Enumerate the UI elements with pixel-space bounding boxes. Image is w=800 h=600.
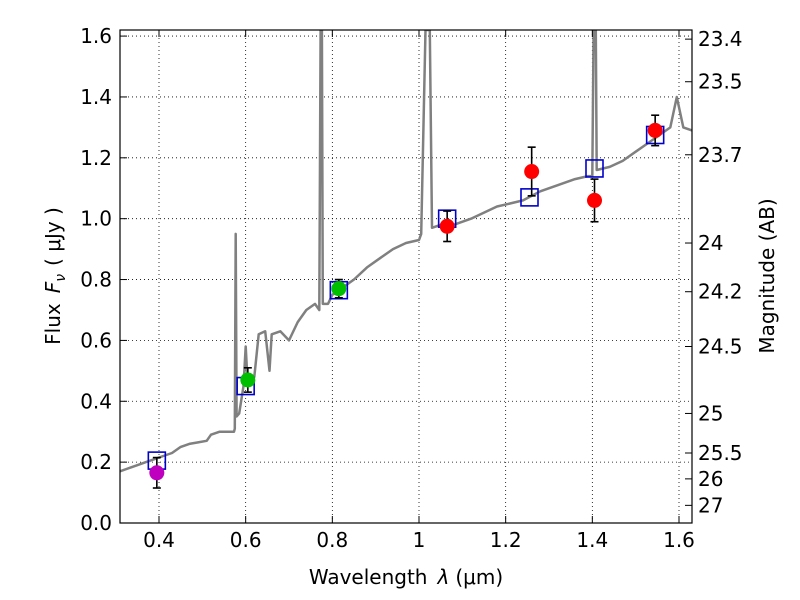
plot-area — [120, 30, 692, 489]
x-tick-label: 1 — [413, 528, 426, 552]
model-photometry-square — [520, 188, 539, 207]
y-tick-label: 0.8 — [80, 268, 112, 292]
observed-point — [331, 281, 347, 297]
x-tick-label: 1.2 — [490, 528, 522, 552]
x-axis-label: Wavelength λ (μm) — [309, 565, 503, 589]
y-tick-label: 1.2 — [80, 146, 112, 170]
y2-tick-label: 25.5 — [698, 441, 743, 465]
y2-tick-label: 27 — [698, 493, 723, 517]
observed-point — [240, 372, 256, 388]
y-tick-label: 0.4 — [80, 389, 112, 413]
observed-point — [524, 164, 540, 180]
x-tick-label: 1.4 — [576, 528, 608, 552]
x-tick-label: 0.6 — [230, 528, 262, 552]
x-tick-label: 0.8 — [316, 528, 348, 552]
model-spectrum-line — [120, 30, 692, 473]
y-axis-label: FluxFν( μJy ) — [41, 207, 69, 345]
plot-frame — [119, 29, 693, 524]
y2-tick-label: 24.5 — [698, 334, 743, 358]
model-photometry-series — [147, 125, 665, 470]
axis-ticks: 0.4 0.6 0.8 1 1.2 1.4 1.6 0.0 0.2 0.4 0.6 0.8 1.0 1.2… — [80, 24, 742, 552]
y2-tick-label: 24 — [698, 231, 723, 255]
y2-tick-label: 25 — [698, 401, 723, 425]
observed-point — [149, 465, 165, 481]
x-tick-label: 0.4 — [143, 528, 175, 552]
y2-tick-label: 23.7 — [698, 143, 743, 167]
y-tick-label: 0.6 — [80, 328, 112, 352]
y-tick-label: 1.6 — [80, 24, 112, 48]
y-tick-label: 0.2 — [80, 450, 112, 474]
y-tick-label: 0.0 — [80, 511, 112, 535]
x-tick-label: 1.6 — [663, 528, 695, 552]
observed-series — [149, 114, 663, 489]
y2-tick-label: 26 — [698, 467, 723, 491]
y2-tick-label: 24.2 — [698, 280, 743, 304]
y2-tick-label: 23.4 — [698, 27, 743, 51]
observed-point — [439, 218, 455, 234]
model-photometry-square — [585, 159, 604, 178]
y2-axis-label: Magnitude (AB) — [755, 198, 779, 353]
y-tick-label: 1.0 — [80, 207, 112, 231]
y-tick-label: 1.4 — [80, 85, 112, 109]
observed-point — [647, 122, 663, 138]
observed-point — [587, 192, 602, 208]
y2-tick-label: 23.5 — [698, 70, 743, 94]
